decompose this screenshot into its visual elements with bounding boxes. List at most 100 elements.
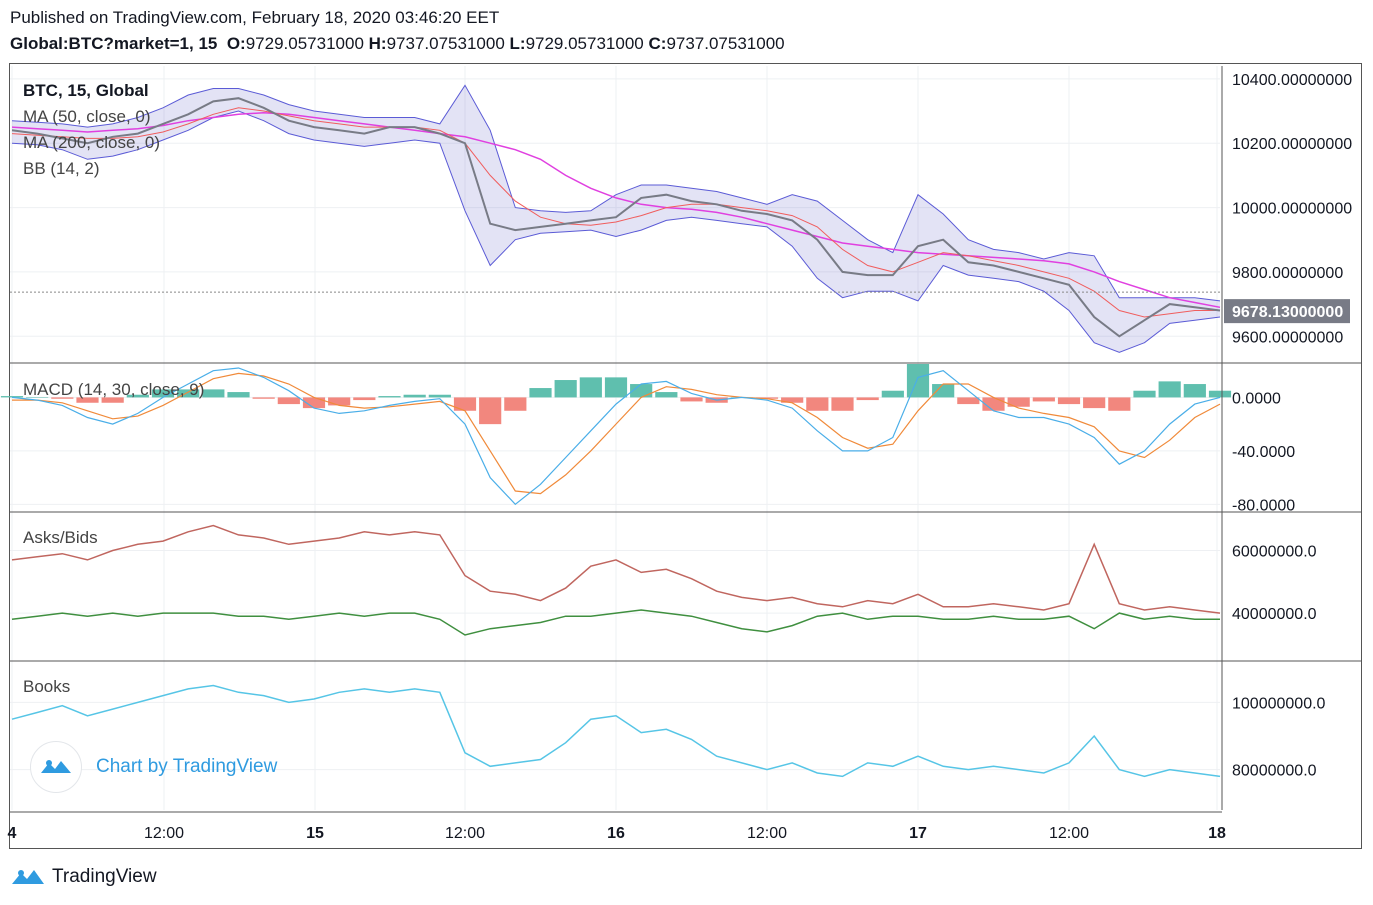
y-tick-label: 9600.00000000 (1232, 329, 1343, 346)
macd-histogram-bar (101, 397, 124, 403)
x-tick-label: 12:00 (445, 825, 485, 842)
high-value: 9737.07531000 (386, 34, 505, 53)
y-tick-label: 40000000.0 (1232, 606, 1317, 623)
legend-asks-bids: Asks/Bids (23, 528, 98, 547)
books-line[interactable] (11, 684, 1221, 778)
y-tick-label: 80000000.0 (1232, 763, 1317, 780)
x-tick-label: 15 (306, 825, 324, 842)
macd-histogram-bar (781, 397, 804, 403)
legend-ma50: MA (50, close, 0) (23, 107, 151, 126)
ma50-line[interactable] (11, 107, 1220, 318)
macd-pane[interactable] (0, 364, 1232, 506)
macd-histogram-bar (227, 392, 250, 398)
macd-histogram-bar (378, 396, 401, 398)
macd-histogram-bar (906, 364, 930, 398)
y-tick-label: 100000000.0 (1232, 695, 1326, 712)
ohlc-line: Global:BTC?market=1, 15 O:9729.05731000 … (10, 34, 785, 54)
y-tick-label: 10000.00000000 (1232, 201, 1352, 218)
tradingview-logo-icon (30, 741, 82, 793)
published-line: Published on TradingView.com, February 1… (10, 8, 500, 27)
macd-histogram-bar (630, 384, 653, 398)
y-tick-label: -40.0000 (1232, 444, 1295, 461)
open-label: O: (226, 34, 246, 53)
y-tick-label: 60000000.0 (1232, 544, 1317, 561)
low-value: 9729.05731000 (525, 34, 644, 53)
macd-histogram-bar (277, 397, 300, 405)
legend-macd: MACD (14, 30, close, 9) (23, 380, 204, 399)
macd-histogram-bar (126, 394, 149, 398)
footer-brand-text: TradingView (52, 866, 157, 887)
tradingview-logo-icon (12, 870, 44, 884)
footer-brand[interactable]: TradingView (10, 866, 157, 888)
x-tick-label: 12:00 (144, 825, 184, 842)
macd-histogram-bar (177, 389, 200, 398)
macd-histogram-bar (202, 389, 225, 398)
macd-histogram-bar (982, 397, 1005, 411)
bollinger-band-fill (12, 85, 1220, 353)
y-tick-label: 10400.00000000 (1232, 72, 1352, 89)
symbol-label: Global:BTC?market=1, 15 (10, 34, 218, 53)
close-label: C: (648, 34, 667, 53)
x-tick-label: 18 (1208, 825, 1226, 842)
high-label: H: (368, 34, 387, 53)
low-label: L: (509, 34, 526, 53)
macd-histogram-bar (1108, 397, 1131, 411)
asks-line[interactable] (11, 524, 1221, 614)
bids-line[interactable] (11, 609, 1220, 636)
books-pane[interactable] (11, 684, 1221, 778)
legend-books: Books (23, 677, 70, 696)
macd-histogram-bar (1083, 397, 1106, 409)
macd-histogram-bar (1057, 397, 1081, 405)
y-tick-label: 9800.00000000 (1232, 265, 1343, 282)
ma200-line[interactable] (11, 111, 1221, 309)
macd-histogram-bar (76, 397, 99, 403)
macd-histogram-bar (881, 390, 904, 398)
chart-frame (9, 63, 1362, 849)
macd-histogram-bar (0, 396, 24, 398)
legend-bb: BB (14, 2) (23, 159, 100, 178)
price-line[interactable] (11, 97, 1221, 338)
macd-histogram-bar (51, 397, 74, 399)
macd-histogram-bar (479, 397, 502, 425)
open-value: 9729.05731000 (245, 34, 364, 53)
macd-histogram-bar (655, 392, 678, 398)
legend-title: BTC, 15, Global (23, 81, 149, 100)
macd-histogram-bar (1183, 384, 1206, 398)
macd-histogram-bar (453, 397, 477, 411)
price-pane[interactable] (10, 84, 1221, 353)
macd-histogram-bar (403, 394, 426, 398)
macd-histogram-bar (831, 397, 854, 411)
x-tick-label: 4 (8, 825, 17, 842)
macd-histogram-bar (957, 397, 980, 405)
watermark-text: Chart by TradingView (96, 756, 278, 777)
price-tag-label: 9678.13000000 (1232, 304, 1343, 321)
macd-histogram-bar (252, 397, 275, 399)
macd-line[interactable] (11, 367, 1221, 506)
gridlines (10, 66, 1220, 810)
macd-histogram-bar (26, 397, 49, 398)
watermark[interactable]: Chart by TradingView (30, 741, 277, 793)
macd-histogram-bar (579, 377, 602, 398)
macd-histogram-bar (932, 384, 955, 398)
x-tick-label: 12:00 (1049, 825, 1089, 842)
x-tick-label: 16 (607, 825, 625, 842)
y-tick-label: -80.0000 (1232, 497, 1295, 514)
macd-histogram-bar (1032, 397, 1055, 402)
macd-histogram-bar (755, 397, 779, 399)
macd-histogram-bar (604, 377, 628, 398)
bollinger-upper-line[interactable] (11, 84, 1221, 302)
asks-bids-pane[interactable] (11, 524, 1221, 636)
y-tick-label: 0.0000 (1232, 390, 1281, 407)
axes: 4 12:00 15 12:00 16 12:00 17 12:00 18 10400.00000… (8, 66, 1361, 842)
macd-histogram-bar (353, 397, 376, 401)
macd-histogram-bar (680, 397, 703, 402)
macd-histogram-bar (302, 397, 326, 409)
y-tick-label: 10200.00000000 (1232, 136, 1352, 153)
macd-signal-line[interactable] (12, 372, 1221, 495)
macd-histogram-bar (328, 397, 351, 406)
macd-histogram-bar (151, 389, 175, 398)
x-tick-label: 17 (909, 825, 927, 842)
macd-histogram-bar (554, 380, 577, 398)
macd-histogram-bar (1208, 390, 1232, 398)
